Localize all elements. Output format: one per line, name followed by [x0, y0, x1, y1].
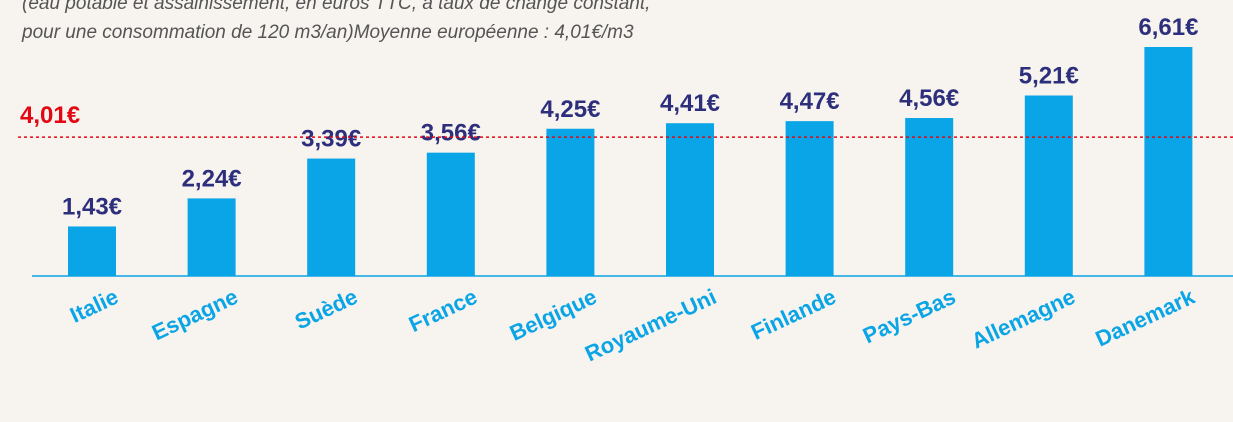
- value-label: 6,61€: [1138, 14, 1198, 41]
- value-label: 3,56€: [421, 120, 481, 147]
- reference-label: 4,01€: [20, 102, 80, 129]
- value-label: 3,39€: [301, 126, 361, 153]
- bar: [307, 158, 356, 276]
- subtitle: (eau potable et assainissement, en euros…: [22, 0, 650, 14]
- bar: [546, 128, 595, 276]
- bar: [785, 121, 834, 276]
- bar: [1024, 95, 1073, 277]
- value-label: 4,56€: [899, 85, 959, 112]
- subtitle: pour une consommation de 120 m3/an)Moyen…: [21, 22, 634, 43]
- value-label: 1,43€: [62, 193, 122, 220]
- value-label: 4,41€: [660, 90, 720, 117]
- bar: [68, 226, 116, 276]
- bar: [1144, 47, 1193, 276]
- value-label: 5,21€: [1019, 63, 1079, 90]
- bar: [187, 198, 236, 276]
- value-label: 4,47€: [780, 88, 840, 115]
- bar: [905, 118, 954, 276]
- value-label: 4,25€: [540, 96, 600, 123]
- bar: [426, 152, 475, 276]
- bar: [666, 123, 714, 276]
- value-label: 2,24€: [182, 165, 242, 192]
